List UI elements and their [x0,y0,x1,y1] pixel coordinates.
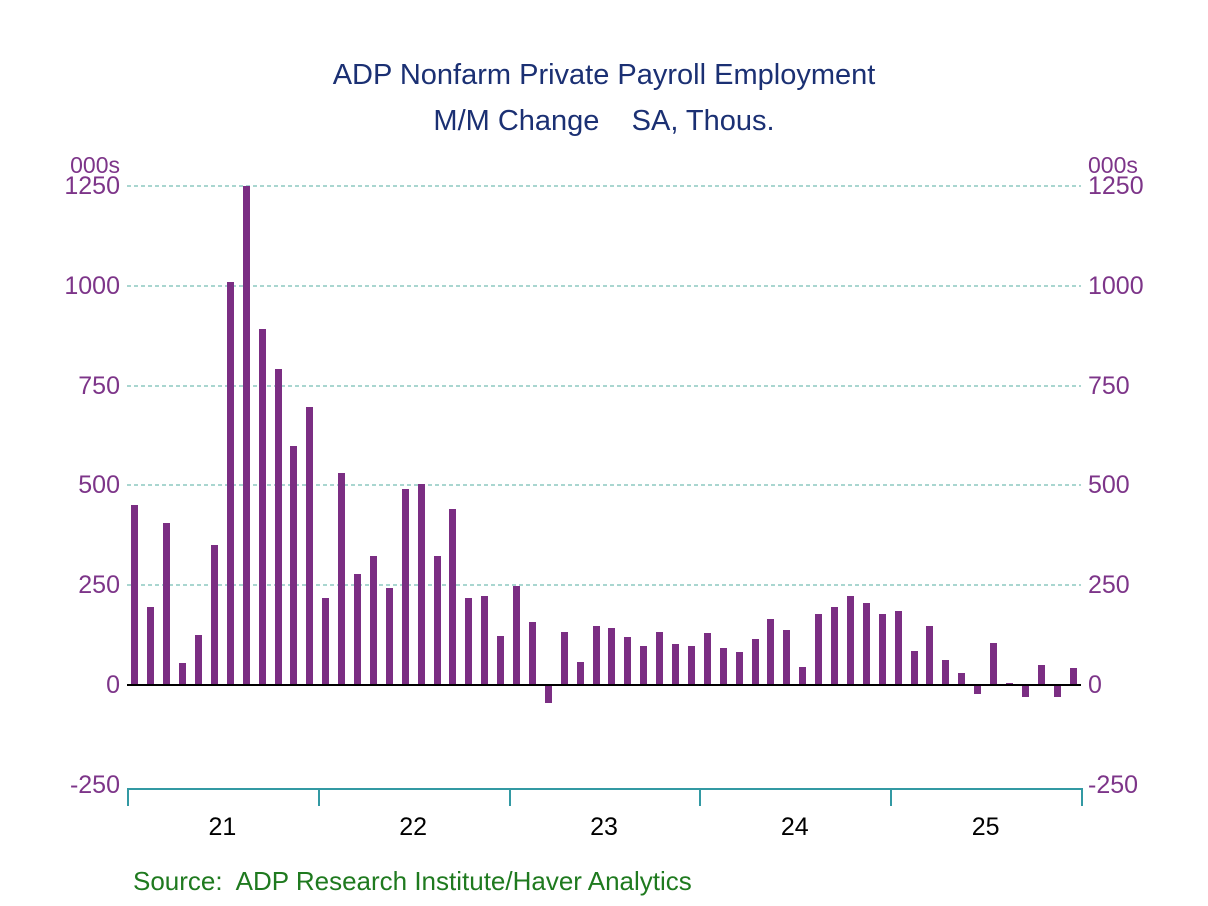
bar-Mar-23 [544,685,552,703]
bar-Sep-21 [258,328,266,685]
bar-May-25 [958,673,966,685]
gridline-500 [127,484,1081,487]
bar-Mar-21 [163,523,171,685]
y-label-left-1250: 1250 [64,172,120,200]
bar-Jan-25 [894,610,902,685]
chart-title-block: ADP Nonfarm Private Payroll Employment M… [0,52,1208,144]
bar-May-24 [767,619,775,685]
bar-Jul-24 [799,667,807,685]
bar-Jun-23 [592,625,600,685]
bar-Dec-22 [497,636,505,685]
bar-Sep-24 [831,607,839,685]
bar-Dec-21 [306,406,314,685]
x-year-label-22: 22 [399,813,428,841]
y-label-right-0: 0 [1088,671,1102,699]
y-label-right-1000: 1000 [1088,271,1144,300]
bar-Jul-25 [990,642,998,685]
bar-Jun-24 [783,629,791,685]
bar-Feb-24 [719,647,727,685]
y-axis-units-right: 000s [1088,152,1138,178]
x-year-label-23: 23 [590,813,618,841]
bar-Oct-21 [274,368,282,685]
y-label-left-750: 750 [78,371,120,400]
x-axis-tick [699,788,702,806]
bar-Dec-25 [1069,667,1077,685]
bar-Nov-25 [1053,685,1061,697]
bar-Oct-25 [1037,665,1045,685]
x-axis-tick [508,788,511,806]
bar-Aug-23 [624,636,632,685]
bar-May-21 [195,635,203,685]
y-label-right-1250: 1250 [1088,172,1144,200]
y-label-right--250: -250 [1088,770,1139,799]
y-axis-units-left: 000s [70,152,120,178]
bar-Mar-25 [926,626,934,685]
bar-Oct-23 [656,631,664,685]
zero-axis-line [127,684,1081,686]
bar-Apr-24 [751,639,759,685]
chart-subtitle: M/M Change SA, Thous. [433,105,775,137]
bar-Dec-24 [878,614,886,685]
bar-Nov-21 [290,446,298,685]
bar-Aug-21 [242,186,250,685]
bar-Jan-21 [131,505,139,685]
bar-Oct-22 [465,598,473,685]
x-year-label-25: 25 [971,813,1000,841]
bar-Dec-23 [687,645,695,685]
x-axis-tick [127,788,129,806]
bar-Apr-21 [179,663,187,685]
bar-Jun-25 [974,685,982,695]
bar-Aug-24 [815,613,823,685]
bar-Jan-24 [703,633,711,685]
bar-Feb-23 [528,621,536,685]
bar-Jul-23 [608,628,616,685]
x-year-label-24: 24 [780,813,809,841]
gridline-1250 [127,185,1081,187]
bar-Oct-24 [846,596,854,685]
bar-Apr-22 [369,556,377,685]
bar-Jul-22 [417,484,425,685]
x-axis-tick [890,788,893,806]
bar-Nov-23 [672,643,680,685]
bar-May-22 [385,587,393,685]
x-axis-line [127,788,1083,790]
chart-title: ADP Nonfarm Private Payroll Employment [332,59,876,91]
x-year-label-21: 21 [208,813,237,841]
bar-Jan-23 [513,586,521,685]
bar-Feb-25 [910,651,918,685]
bar-Feb-21 [147,607,155,685]
bar-Nov-22 [481,595,489,685]
bar-Apr-23 [560,632,568,685]
bar-Aug-22 [433,556,441,685]
bar-Feb-22 [338,473,346,685]
x-axis-tick [317,788,320,806]
y-label-right-750: 750 [1088,371,1130,400]
y-label-left-250: 250 [78,571,120,600]
bar-Sep-25 [1021,685,1029,697]
bar-May-23 [576,662,584,685]
bar-Apr-25 [942,660,950,685]
bar-Jul-21 [226,281,234,685]
gridline-250 [127,584,1081,587]
y-label-right-500: 500 [1088,471,1130,500]
bar-Jan-22 [322,598,330,685]
bar-Jun-21 [210,545,218,685]
y-label-right-250: 250 [1088,571,1130,600]
y-label-left-500: 500 [78,471,120,500]
gridline-1000 [127,284,1081,287]
y-label-left-1000: 1000 [64,271,120,300]
source-attribution: Source: ADP Research Institute/Haver Ana… [133,866,692,896]
x-axis-tick [1081,788,1083,806]
bar-Sep-23 [640,645,648,685]
bar-Jun-22 [401,488,409,685]
bar-Sep-22 [449,508,457,685]
bar-Nov-24 [862,603,870,685]
y-label-left-0: 0 [106,671,120,699]
y-label-left--250: -250 [69,770,120,799]
bar-Mar-24 [735,651,743,685]
gridline-750 [127,384,1081,387]
bar-Mar-22 [354,574,362,685]
